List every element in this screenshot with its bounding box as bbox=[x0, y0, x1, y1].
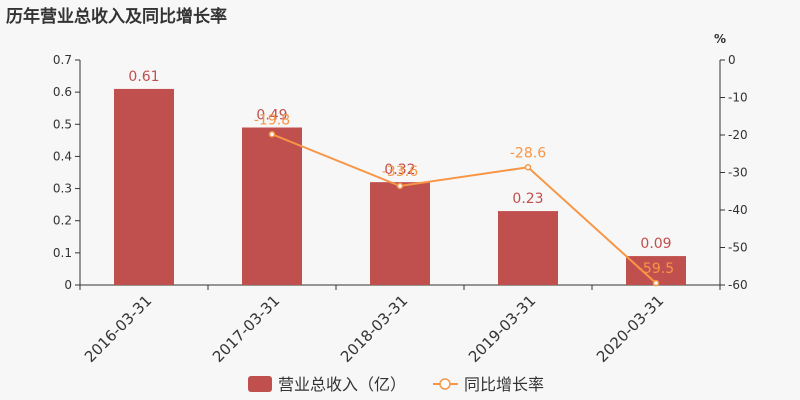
right-tick-label: -50 bbox=[728, 241, 748, 255]
x-tick-label: 2016-03-31 bbox=[81, 292, 155, 366]
growth-value-label: -28.6 bbox=[510, 145, 546, 161]
x-tick-label: 2020-03-31 bbox=[593, 292, 667, 366]
right-tick-label: -60 bbox=[728, 278, 748, 292]
left-tick-label: 0.7 bbox=[53, 53, 72, 67]
bar-value-label: 0.32 bbox=[384, 162, 415, 178]
growth-point bbox=[268, 131, 276, 138]
bar bbox=[498, 211, 558, 285]
growth-point bbox=[524, 164, 532, 171]
bar-value-label: 0.09 bbox=[640, 236, 671, 252]
x-tick-label: 2019-03-31 bbox=[465, 292, 539, 366]
right-tick-label: -20 bbox=[728, 128, 748, 142]
growth-value-label: -33.6 bbox=[382, 164, 418, 180]
left-tick-label: 0.3 bbox=[53, 182, 72, 196]
left-tick-label: 0.2 bbox=[53, 214, 72, 228]
right-tick-label: -40 bbox=[728, 203, 748, 217]
legend-bar-label: 营业总收入（亿） bbox=[278, 375, 406, 394]
bar-value-label: 0.23 bbox=[512, 191, 543, 207]
bar bbox=[370, 182, 430, 285]
growth-point bbox=[396, 182, 404, 190]
growth-line bbox=[271, 133, 657, 284]
right-axis-unit: % bbox=[714, 32, 726, 46]
legend-line-marker bbox=[439, 378, 451, 390]
bar bbox=[114, 88, 174, 285]
growth-value-label: -19.8 bbox=[254, 112, 290, 128]
right-tick-label: 0 bbox=[728, 53, 736, 67]
bar bbox=[242, 127, 302, 285]
x-tick-label: 2017-03-31 bbox=[209, 292, 283, 366]
legend-bar-swatch bbox=[248, 376, 272, 392]
left-tick-label: 0.6 bbox=[53, 85, 72, 99]
x-tick-label: 2018-03-31 bbox=[337, 292, 411, 366]
bar-value-label: 0.49 bbox=[256, 108, 287, 124]
left-tick-label: 0.5 bbox=[53, 117, 72, 131]
left-tick-label: 0.4 bbox=[53, 149, 72, 163]
chart-title: 历年营业总收入及同比增长率 bbox=[6, 7, 227, 27]
left-tick-label: 0 bbox=[64, 278, 72, 292]
left-tick-label: 0.1 bbox=[53, 246, 72, 260]
legend-line-label: 同比增长率 bbox=[464, 375, 544, 394]
right-tick-label: -10 bbox=[728, 91, 748, 105]
bar-value-label: 0.61 bbox=[128, 69, 159, 85]
growth-value-label: -59.5 bbox=[638, 261, 674, 277]
growth-point bbox=[652, 279, 660, 287]
right-tick-label: -30 bbox=[728, 166, 748, 180]
